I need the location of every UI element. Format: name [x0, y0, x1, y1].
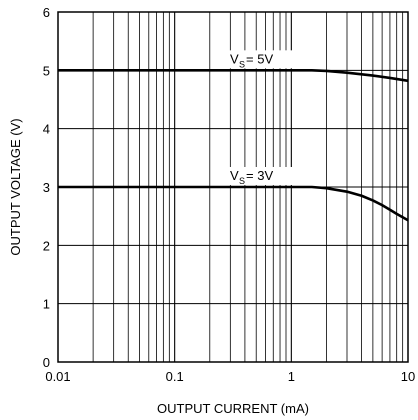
- series-label-background: [221, 50, 300, 69]
- y-tick-label: 2: [43, 238, 50, 253]
- series-label-subscript: S: [239, 59, 245, 69]
- y-tick-label: 3: [43, 180, 50, 195]
- series-label-main: V: [230, 168, 239, 183]
- plot-frame: [57, 11, 409, 363]
- series-label-subscript: S: [239, 176, 245, 186]
- y-tick-label: 6: [43, 5, 50, 20]
- series-label-rest: = 3V: [246, 168, 273, 183]
- y-axis-title: OUTPUT VOLTAGE (V): [8, 118, 23, 255]
- series-label-rest: = 5V: [246, 51, 273, 66]
- y-tick-label: 0: [43, 355, 50, 370]
- x-tick-label: 0.1: [166, 369, 184, 384]
- series-layer: [58, 69, 409, 222]
- x-tick-label: 1: [288, 369, 295, 384]
- tick-labels: 0.01 0.1 1 10 0 1 2 3 4 5 6: [43, 5, 415, 384]
- x-axis-title: OUTPUT CURRENT (mA): [157, 401, 309, 416]
- y-tick-label: 5: [43, 63, 50, 78]
- series-line: [58, 185, 409, 222]
- series-label-background: [221, 167, 300, 185]
- series-line: [58, 69, 409, 83]
- y-tick-label: 4: [43, 122, 50, 137]
- y-tick-label: 1: [43, 297, 50, 312]
- series-label-main: V: [230, 51, 239, 66]
- x-tick-label: 10: [401, 369, 415, 384]
- x-tick-label: 0.01: [45, 369, 70, 384]
